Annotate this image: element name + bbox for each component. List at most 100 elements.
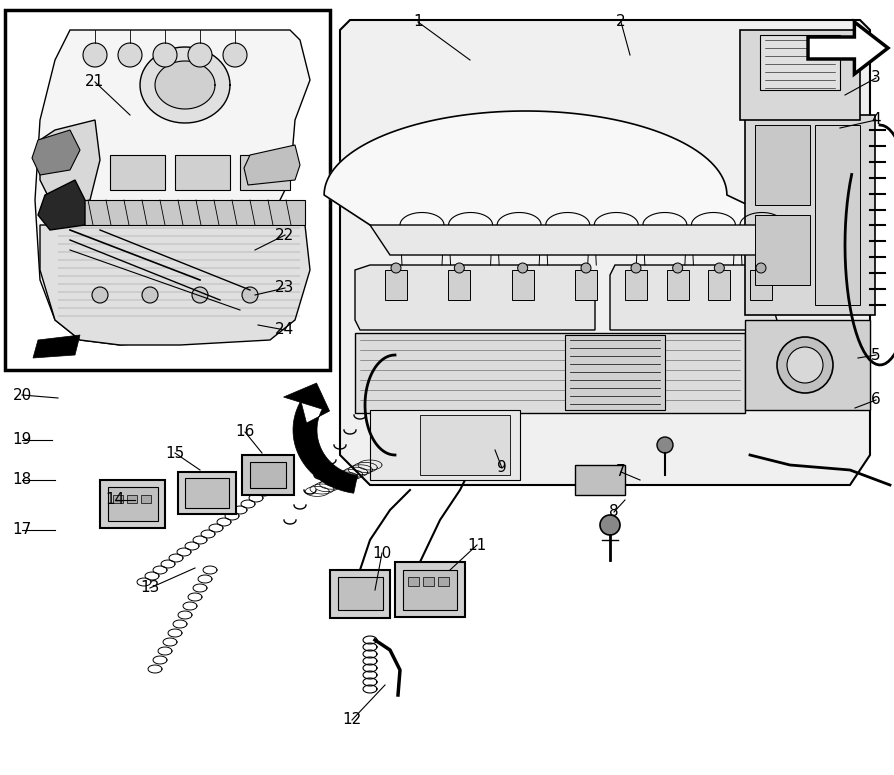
Polygon shape: [32, 130, 80, 175]
Polygon shape: [610, 265, 780, 330]
Polygon shape: [40, 120, 100, 210]
Bar: [330, 570, 390, 618]
Circle shape: [118, 43, 142, 67]
Text: 16: 16: [235, 425, 255, 439]
Circle shape: [142, 287, 158, 303]
Bar: [575, 465, 625, 495]
Bar: [108, 487, 158, 521]
Bar: [395, 562, 465, 617]
Circle shape: [714, 263, 724, 273]
Bar: [760, 35, 840, 90]
Bar: [100, 480, 165, 528]
Text: 17: 17: [13, 522, 31, 538]
Bar: [511, 270, 534, 300]
Text: 23: 23: [275, 281, 295, 295]
Polygon shape: [325, 111, 790, 225]
Text: 10: 10: [373, 546, 392, 560]
Bar: [755, 215, 810, 285]
Polygon shape: [340, 20, 870, 485]
Text: 7: 7: [616, 464, 626, 480]
Text: 1: 1: [413, 15, 423, 29]
Polygon shape: [283, 383, 358, 493]
Bar: [338, 577, 383, 610]
Circle shape: [631, 263, 641, 273]
Text: 3: 3: [871, 71, 881, 85]
Bar: [113, 495, 123, 503]
Text: 9: 9: [497, 460, 507, 476]
Text: 12: 12: [342, 712, 362, 728]
Circle shape: [657, 437, 673, 453]
Polygon shape: [355, 265, 595, 330]
Circle shape: [192, 287, 208, 303]
Bar: [420, 415, 510, 475]
Polygon shape: [155, 61, 215, 109]
Text: 15: 15: [165, 446, 185, 460]
Text: 11: 11: [468, 538, 486, 553]
Bar: [745, 115, 875, 315]
Bar: [250, 462, 286, 488]
Text: 13: 13: [140, 580, 160, 595]
Bar: [175, 155, 230, 190]
Circle shape: [672, 263, 683, 273]
Text: 5: 5: [871, 347, 881, 363]
Circle shape: [83, 43, 107, 67]
Bar: [745, 320, 870, 410]
Polygon shape: [40, 225, 310, 345]
Polygon shape: [140, 47, 230, 123]
Circle shape: [391, 263, 401, 273]
Polygon shape: [244, 145, 300, 185]
Bar: [370, 410, 520, 480]
Text: 6: 6: [871, 392, 881, 408]
Circle shape: [188, 43, 212, 67]
Bar: [667, 270, 688, 300]
Bar: [708, 270, 730, 300]
Polygon shape: [808, 22, 888, 74]
Bar: [565, 335, 665, 410]
Text: 14: 14: [105, 492, 124, 508]
Polygon shape: [33, 335, 80, 358]
Bar: [750, 270, 772, 300]
Circle shape: [153, 43, 177, 67]
Circle shape: [454, 263, 464, 273]
Text: 18: 18: [13, 473, 31, 487]
Bar: [127, 495, 137, 503]
Bar: [403, 570, 457, 610]
Bar: [355, 333, 745, 413]
Bar: [625, 270, 647, 300]
Polygon shape: [38, 180, 85, 230]
Text: 20: 20: [13, 388, 31, 402]
Text: 19: 19: [13, 432, 31, 447]
Circle shape: [223, 43, 247, 67]
Circle shape: [600, 515, 620, 535]
Text: 4: 4: [871, 112, 881, 128]
Bar: [185, 478, 229, 508]
Polygon shape: [370, 225, 810, 255]
Bar: [740, 30, 860, 120]
Circle shape: [92, 287, 108, 303]
Text: 8: 8: [609, 505, 619, 519]
Bar: [448, 270, 470, 300]
Circle shape: [756, 263, 766, 273]
Bar: [13, 18, 322, 362]
Bar: [755, 125, 810, 205]
Text: 2: 2: [616, 15, 626, 29]
Bar: [815, 125, 860, 305]
Bar: [242, 455, 294, 495]
Bar: [438, 577, 449, 586]
Text: 24: 24: [275, 322, 295, 337]
Bar: [178, 472, 236, 514]
Bar: [55, 200, 305, 225]
Bar: [240, 155, 290, 190]
Bar: [110, 155, 165, 190]
Bar: [141, 495, 151, 503]
Bar: [575, 270, 597, 300]
Circle shape: [242, 287, 258, 303]
Polygon shape: [35, 30, 310, 345]
Circle shape: [787, 347, 823, 383]
Bar: [385, 270, 407, 300]
Circle shape: [581, 263, 591, 273]
Circle shape: [518, 263, 527, 273]
Bar: [423, 577, 434, 586]
Bar: [408, 577, 419, 586]
Text: 22: 22: [275, 228, 295, 243]
